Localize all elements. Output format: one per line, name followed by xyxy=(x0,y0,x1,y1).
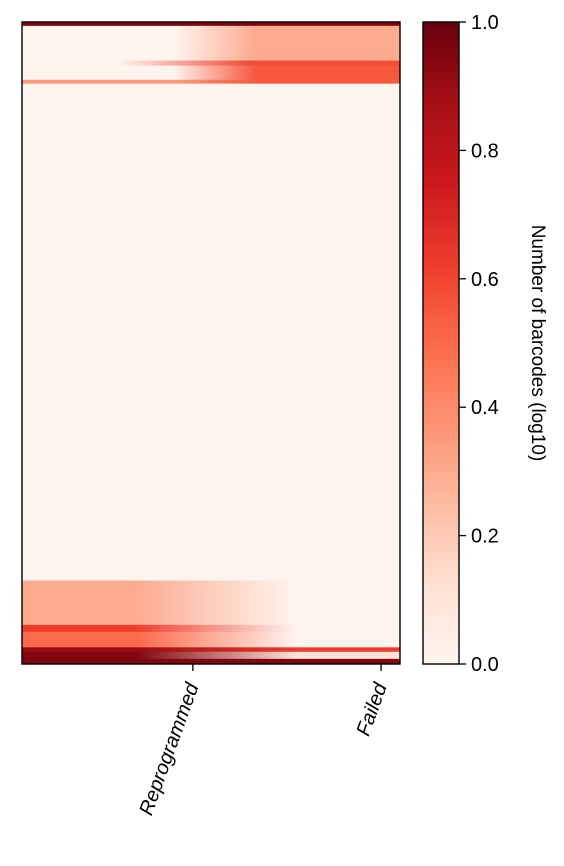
heatmap-band xyxy=(22,25,400,61)
heatmap-band xyxy=(22,22,400,27)
heatmap-band xyxy=(22,624,400,633)
colorbar-tick-label: 0.8 xyxy=(471,140,499,162)
colorbar-frame xyxy=(422,21,460,665)
heatmap-band xyxy=(22,83,400,581)
colorbar-tick-label: 0.2 xyxy=(471,526,499,548)
heatmap-bands xyxy=(22,22,400,665)
heatmap-band xyxy=(22,651,400,660)
colorbar-tick-label: 0.4 xyxy=(471,397,499,419)
x-tick-label: Failed xyxy=(352,679,392,739)
heatmap-band xyxy=(22,580,400,626)
colorbar-tick-label: 1.0 xyxy=(471,12,499,34)
heatmap-band xyxy=(22,79,400,85)
colorbar xyxy=(423,22,459,664)
colorbar-label: Number of barcodes (log10) xyxy=(527,225,548,462)
heatmap-band xyxy=(22,65,400,81)
colorbar-tick-label: 0.0 xyxy=(471,654,499,676)
heatmap-band xyxy=(22,60,400,67)
heatmap-band xyxy=(22,658,400,665)
plot-frame xyxy=(21,21,401,665)
heatmap-band xyxy=(22,631,400,648)
heatmap-band xyxy=(22,647,400,653)
x-tick-label: Reprogrammed xyxy=(135,679,203,818)
colorbar-tick-label: 0.6 xyxy=(471,269,499,291)
colorbar-axis: 0.0 0.2 0.4 0.6 0.8 1.0 xyxy=(459,12,499,676)
x-axis: Reprogrammed Failed xyxy=(135,664,392,818)
